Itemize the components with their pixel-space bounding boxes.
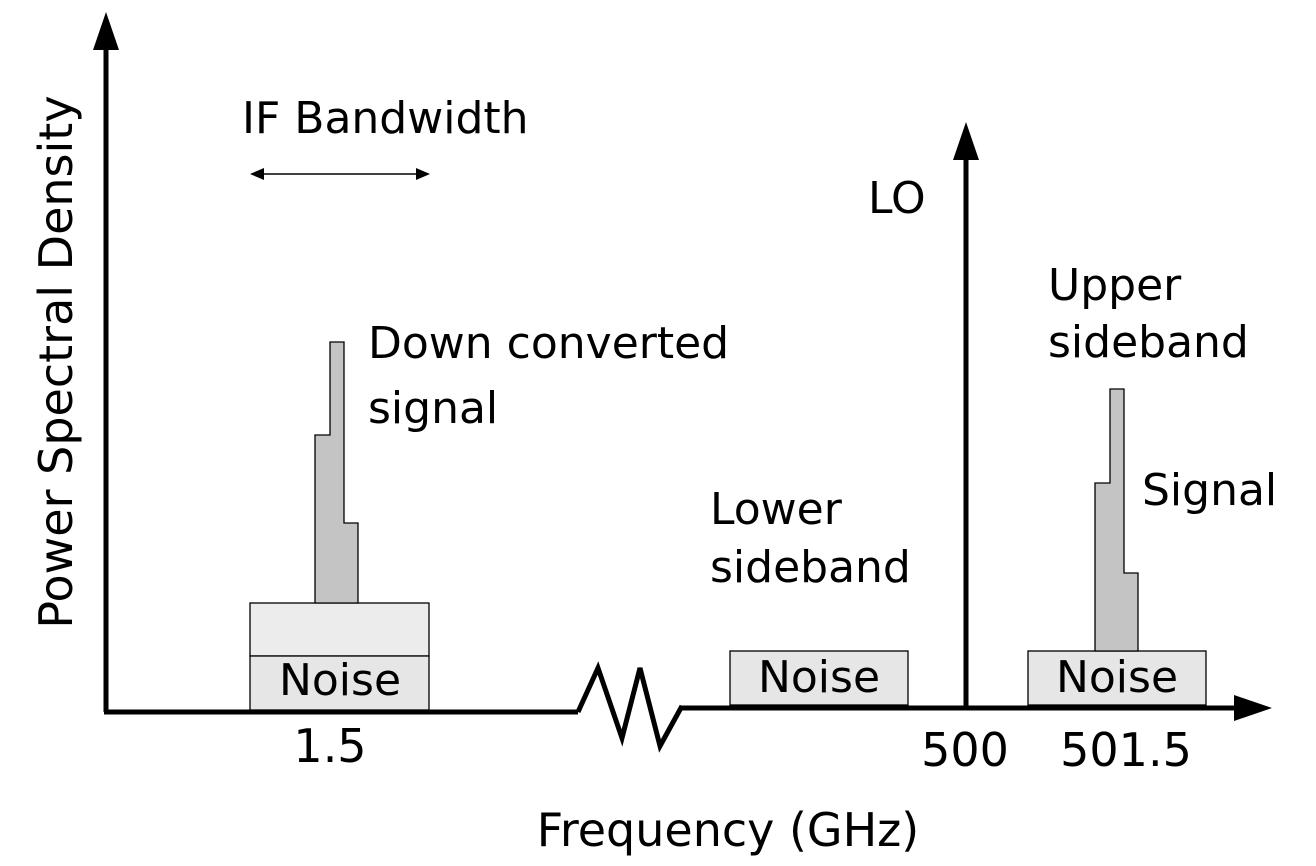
x-axis-break: [575, 661, 685, 753]
down-converted-label-line2: signal: [368, 383, 498, 434]
lsb-noise-box: [729, 650, 909, 706]
if-bandwidth-arrow-left-head: [250, 168, 264, 180]
if-bandwidth-arrow-right-head: [416, 168, 430, 180]
tick-501-5: 501.5: [1060, 723, 1192, 777]
lower-sideband-label-line1: Lower: [710, 484, 843, 535]
lsb-noise-label: Noise: [758, 652, 880, 703]
upper-sideband-label-line1: Upper: [1048, 260, 1182, 311]
lo-label: LO: [868, 173, 926, 224]
y-axis-arrowhead: [93, 12, 119, 50]
signal-label: Signal: [1142, 465, 1277, 516]
tick-500: 500: [921, 723, 1009, 777]
x-axis-label: Frequency (GHz): [537, 803, 920, 857]
down-converted-signal-peak: [314, 341, 359, 604]
lo-arrowhead: [953, 122, 979, 160]
upper-sideband-label-line2: sideband: [1048, 317, 1249, 368]
y-axis-label: Power Spectral Density: [29, 95, 83, 628]
tick-1-5: 1.5: [293, 719, 366, 773]
x-axis-arrowhead: [1234, 695, 1272, 721]
if-noise-upper-box: [249, 602, 430, 657]
if-noise-box: [249, 655, 430, 711]
usb-noise-label: Noise: [1056, 652, 1178, 703]
if-noise-label: Noise: [279, 655, 401, 706]
lower-sideband-label-line2: sideband: [710, 542, 911, 593]
usb-signal-peak: [1094, 388, 1139, 652]
if-bandwidth-label: IF Bandwidth: [242, 93, 529, 144]
down-converted-label-line1: Down converted: [368, 318, 729, 369]
